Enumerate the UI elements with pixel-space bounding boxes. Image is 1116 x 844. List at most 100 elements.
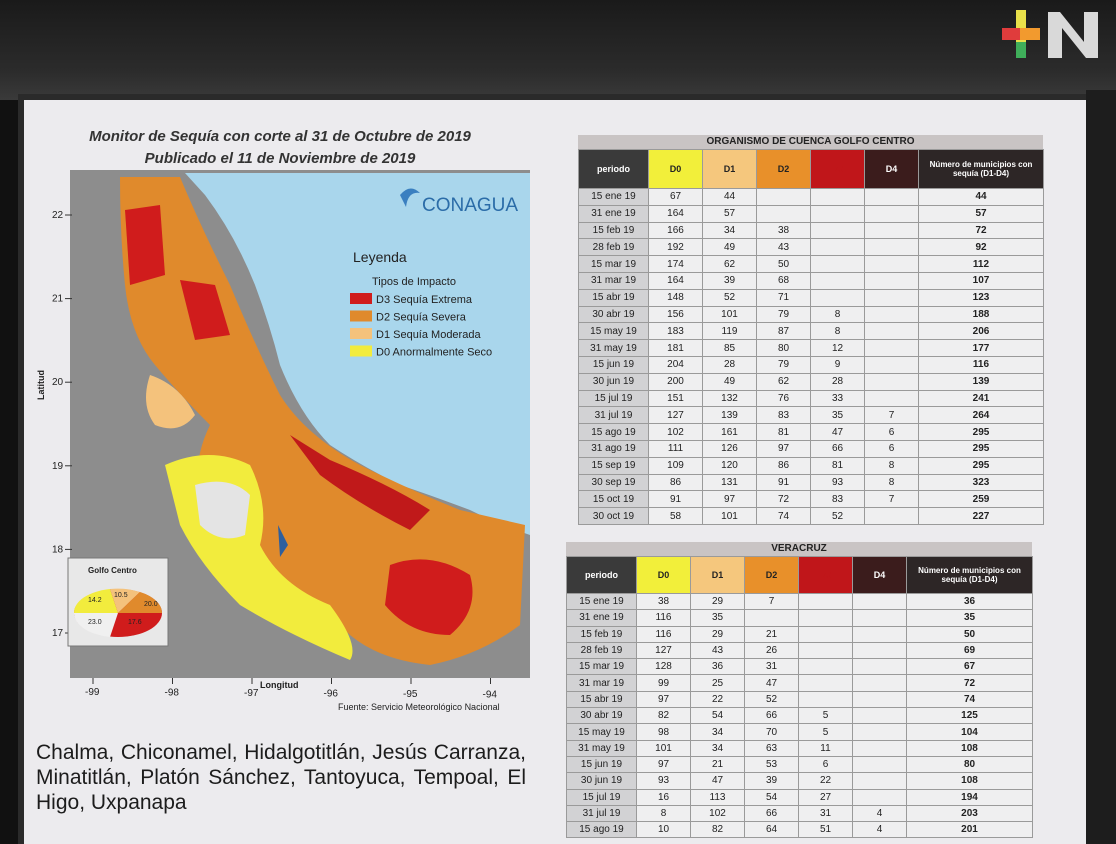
table-row: 15 abr 19 97 22 52 74 — [566, 690, 1033, 709]
value-cell: 54 — [744, 788, 799, 806]
value-cell: 49 — [702, 372, 757, 391]
lat-tick-label: 18 — [52, 544, 64, 555]
value-cell — [864, 339, 919, 357]
total-cell: 44 — [918, 188, 1044, 206]
header-cell: D3 — [810, 149, 865, 189]
value-cell — [810, 221, 865, 240]
state-d3 — [385, 559, 473, 635]
value-cell: 21 — [690, 755, 745, 774]
legend-label: D0 Anormalmente Seco — [376, 347, 492, 359]
lon-tick-label: -96 — [324, 689, 339, 700]
value-cell — [798, 641, 853, 660]
value-cell: 34 — [690, 723, 745, 741]
total-cell: 125 — [906, 707, 1033, 725]
logo-bar — [1020, 28, 1040, 40]
value-cell: 101 — [702, 507, 757, 525]
total-cell: 241 — [918, 389, 1044, 408]
value-cell — [852, 641, 907, 660]
lat-tick-label: 19 — [52, 461, 64, 472]
value-cell: 101 — [636, 739, 691, 757]
header-cell: Número de municipios con sequía (D1-D4) — [906, 556, 1033, 594]
value-cell: 26 — [744, 641, 799, 660]
value-cell: 139 — [702, 406, 757, 425]
pie-label: 10.5 — [114, 592, 128, 599]
value-cell: 174 — [648, 255, 703, 273]
value-cell: 81 — [756, 423, 811, 441]
period-cell: 15 sep 19 — [578, 456, 649, 475]
value-cell: 86 — [756, 456, 811, 475]
value-cell: 50 — [756, 255, 811, 273]
value-cell — [864, 389, 919, 408]
value-cell: 111 — [648, 439, 703, 458]
table-row: 30 abr 19 156 101 79 8 188 — [578, 305, 1044, 324]
period-cell: 15 jun 19 — [578, 355, 649, 374]
value-cell — [798, 658, 853, 676]
value-cell — [852, 609, 907, 627]
period-cell: 15 abr 19 — [578, 288, 649, 307]
value-cell: 63 — [744, 739, 799, 757]
period-cell: 30 oct 19 — [578, 507, 649, 525]
value-cell: 62 — [756, 372, 811, 391]
value-cell: 72 — [756, 490, 811, 509]
value-cell: 97 — [702, 490, 757, 509]
value-cell — [852, 755, 907, 774]
table-row: 31 may 19 181 85 80 12 177 — [578, 339, 1044, 357]
value-cell: 51 — [798, 821, 853, 839]
value-cell: 6 — [864, 423, 919, 441]
value-cell — [810, 238, 865, 257]
value-cell: 7 — [864, 406, 919, 425]
value-cell — [810, 188, 865, 206]
value-cell — [864, 322, 919, 341]
value-cell: 102 — [648, 423, 703, 441]
total-cell: 69 — [906, 641, 1033, 660]
value-cell: 4 — [852, 804, 907, 823]
state-d1 — [146, 375, 195, 429]
source: Fuente: Servicio Meteorológico Nacional — [338, 702, 500, 712]
value-cell: 47 — [690, 772, 745, 790]
value-cell: 11 — [798, 739, 853, 757]
value-cell: 204 — [648, 355, 703, 374]
total-cell: 74 — [906, 690, 1033, 709]
value-cell: 64 — [744, 821, 799, 839]
pie-labels: 14.2 10.5 20.0 23.0 17.6 — [88, 592, 158, 626]
table-row: 30 jun 19 93 47 39 22 108 — [566, 772, 1033, 790]
table-row: 31 mar 19 99 25 47 72 — [566, 674, 1033, 692]
value-cell: 148 — [648, 288, 703, 307]
lon-tick-label: -97 — [244, 688, 259, 699]
value-cell: 99 — [636, 674, 691, 692]
value-cell: 47 — [744, 674, 799, 692]
value-cell: 66 — [744, 804, 799, 823]
value-cell: 52 — [744, 690, 799, 709]
state-d3 — [290, 435, 430, 530]
value-cell: 156 — [648, 305, 703, 324]
header-cell: D2 — [756, 149, 811, 189]
lake — [278, 525, 288, 557]
value-cell — [864, 238, 919, 257]
total-cell: 108 — [906, 739, 1033, 757]
total-cell: 67 — [906, 658, 1033, 676]
table-row: 15 feb 19 116 29 21 50 — [566, 625, 1033, 643]
legend-swatch — [350, 345, 372, 357]
total-cell: 107 — [918, 271, 1044, 290]
value-cell: 119 — [702, 322, 757, 341]
value-cell — [864, 355, 919, 374]
period-cell: 15 jul 19 — [566, 788, 637, 806]
value-cell: 58 — [648, 507, 703, 525]
period-cell: 15 jul 19 — [578, 389, 649, 408]
value-cell — [756, 204, 811, 223]
value-cell — [864, 255, 919, 273]
map-subtitle: Publicado el 11 de Noviembre de 2019 — [144, 150, 416, 167]
table-row: 28 feb 19 192 49 43 92 — [578, 238, 1044, 257]
value-cell: 166 — [648, 221, 703, 240]
period-cell: 31 ene 19 — [578, 204, 649, 223]
value-cell — [864, 204, 919, 223]
period-cell: 15 jun 19 — [566, 755, 637, 774]
table-row: 31 jul 19 127 139 83 35 7 264 — [578, 406, 1044, 425]
value-cell — [852, 690, 907, 709]
pie-label: 17.6 — [128, 619, 142, 626]
table-row: 30 abr 19 82 54 66 5 125 — [566, 707, 1033, 725]
total-cell: 206 — [918, 322, 1044, 341]
state-none — [195, 481, 250, 539]
value-cell: 8 — [636, 804, 691, 823]
